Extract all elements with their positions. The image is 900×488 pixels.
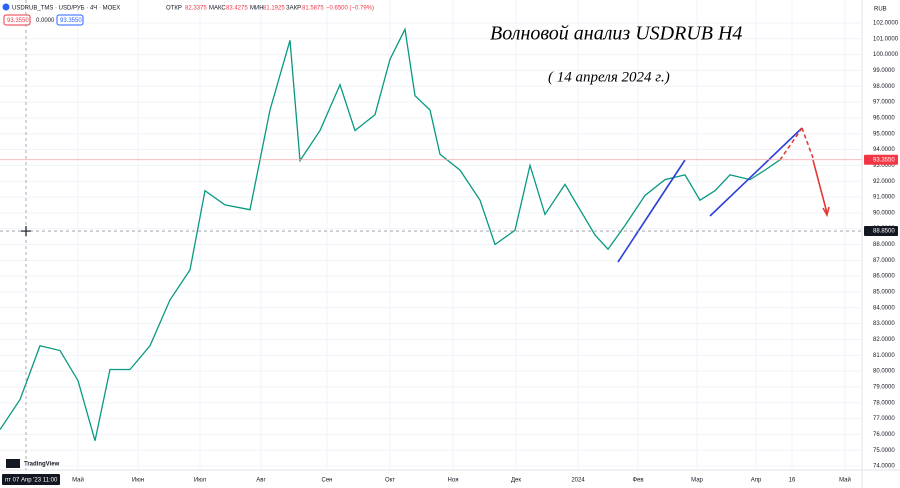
- y-tick-label: 79.0000: [873, 384, 895, 390]
- y-tick-label: 96.0000: [873, 115, 895, 121]
- x-tick-label: Апр: [751, 478, 762, 484]
- y-tick-label: 102.0000: [873, 21, 899, 27]
- crosshair-y-label: 88.8500: [873, 229, 895, 235]
- y-tick-label: 92.0000: [873, 179, 895, 185]
- logo-mark: [6, 459, 20, 468]
- crosshair-y-box: [864, 226, 898, 237]
- high: 83.4275: [226, 6, 248, 12]
- price-level-box: [864, 154, 898, 165]
- arrow-head: [822, 206, 830, 218]
- x-tick-label: Авг: [256, 478, 266, 484]
- x-tick-label: Окт: [385, 478, 395, 484]
- y-tick-label: 97.0000: [873, 100, 895, 106]
- open: 82.3375: [185, 6, 207, 12]
- crosshair-cursor: [21, 226, 31, 237]
- x-tick-label: Май: [72, 477, 84, 484]
- y-tick-label: 95.0000: [873, 131, 895, 137]
- logo: TradingView: [6, 459, 60, 468]
- y-tick-label: 84.0000: [873, 305, 895, 311]
- y-tick-label: 93.0000: [873, 163, 895, 169]
- symbol: USDRUB_TMS · USD/РУБ · 4Ч · MOEX: [12, 6, 120, 12]
- price-level-label: 93.3550: [873, 157, 895, 163]
- x-tick-label: Фев: [632, 478, 643, 484]
- x-tick-label: Май: [839, 477, 851, 484]
- y-tick-label: 90.0000: [873, 210, 895, 216]
- y-tick-label: 78.0000: [873, 400, 895, 406]
- x-tick-label: Дек: [511, 478, 521, 484]
- trend-line: [709, 127, 803, 217]
- low: 81.1925: [263, 6, 285, 12]
- x-tick-label: Мар: [691, 478, 703, 484]
- forecast-arrow: [812, 159, 828, 214]
- crosshair-x-box: [2, 474, 60, 485]
- x-tick-label: 2024: [571, 478, 585, 484]
- y-tick-label: 75.0000: [873, 448, 895, 454]
- y-tick-label: 85.0000: [873, 290, 895, 296]
- x-tick-label: Ноя: [448, 478, 459, 484]
- y-tick-label: 77.0000: [873, 416, 895, 422]
- x-tick-label: Июл: [194, 478, 207, 484]
- trend-line: [617, 159, 686, 263]
- currency: RUB: [874, 7, 887, 13]
- y-tick-label: 80.0000: [873, 369, 895, 375]
- legend: USDRUB_TMS · USD/РУБ · 4Ч · MOEX ОТКР 82…: [2, 3, 374, 26]
- y-tick-label: 74.0000: [873, 464, 895, 470]
- y-tick-label: 94.0000: [873, 147, 895, 153]
- close: 81.5875: [302, 6, 324, 12]
- y-tick-label: 87.0000: [873, 258, 895, 264]
- plot: [0, 27, 781, 441]
- grid: [0, 0, 862, 470]
- title: Волновой анализ USDRUB H4: [490, 23, 742, 45]
- ask: 93.3550: [60, 18, 82, 24]
- y-tick-label: 76.0000: [873, 432, 895, 438]
- x-tick-label: 16: [789, 478, 796, 484]
- crosshair-x-label: пт 07 Апр '23 11:00: [5, 478, 58, 484]
- y-tick-label: 86.0000: [873, 274, 895, 280]
- high-label: МАКС: [209, 6, 226, 12]
- symbol-icon: [2, 3, 10, 11]
- y-tick-label: 101.0000: [873, 36, 899, 42]
- forecast-line: [801, 127, 814, 159]
- y-tick-label: 100.0000: [873, 52, 899, 58]
- bid: 93.3550: [7, 18, 29, 24]
- close-label: ЗАКР: [286, 6, 301, 12]
- open-label: ОТКР: [166, 6, 182, 12]
- y-tick-label: 88.0000: [873, 242, 895, 248]
- price-line: [0, 27, 781, 441]
- y-tick-label: 98.0000: [873, 84, 895, 90]
- y-tick-label: 99.0000: [873, 68, 895, 74]
- x-tick-label: Сен: [322, 478, 333, 484]
- y-tick-label: 83.0000: [873, 321, 895, 327]
- subtitle: ( 14 апреля 2024 г.): [548, 69, 670, 85]
- spread: 0.0000: [36, 18, 55, 24]
- y-tick-label: 82.0000: [873, 337, 895, 343]
- y-tick-label: 91.0000: [873, 195, 895, 201]
- low-label: МИН: [250, 6, 264, 12]
- y-tick-label: 81.0000: [873, 353, 895, 359]
- x-tick-label: Июн: [132, 478, 144, 484]
- change: −0.6500 (−0.79%): [326, 6, 374, 12]
- bid-box[interactable]: [3, 14, 31, 26]
- ask-box[interactable]: [56, 14, 84, 26]
- brand: TradingView: [24, 462, 60, 468]
